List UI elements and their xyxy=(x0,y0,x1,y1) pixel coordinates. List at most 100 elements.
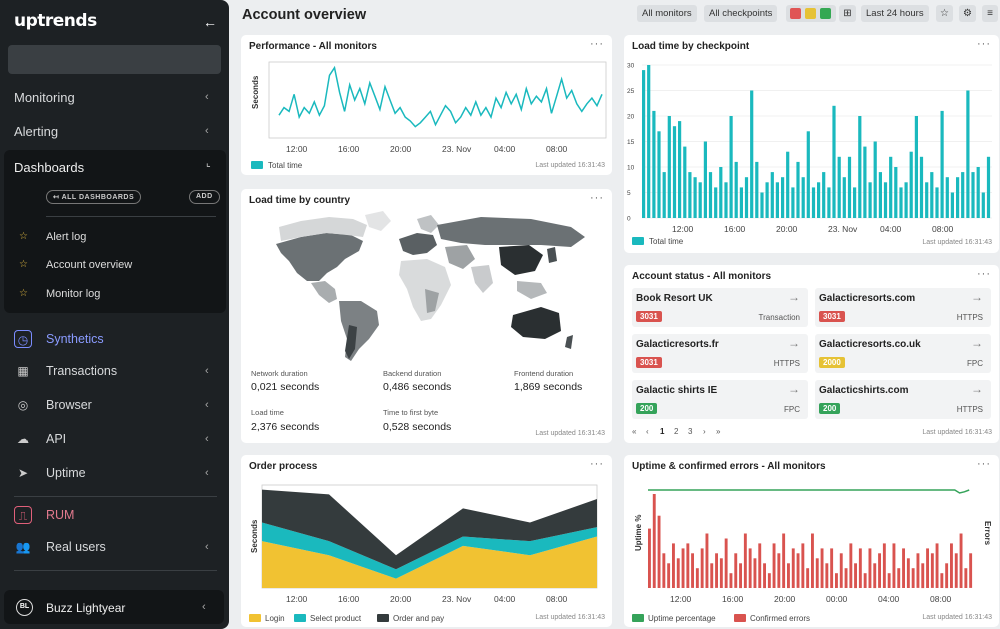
map-region-india[interactable] xyxy=(471,265,493,293)
monitor-tile[interactable]: Galacticresorts.com → 3031 HTTPS xyxy=(815,288,991,327)
more-icon[interactable]: ··· xyxy=(977,268,991,280)
pagination-page[interactable]: 2 xyxy=(674,427,679,436)
map-region-new-zealand[interactable] xyxy=(565,335,573,349)
sidebar-item-monitoring[interactable]: Monitoring xyxy=(14,90,75,105)
monitor-tile[interactable]: Galacticshirts.com → 200 HTTPS xyxy=(815,380,991,419)
map-region-southeast-asia[interactable] xyxy=(517,281,547,299)
sidebar-item-transactions[interactable]: Transactions xyxy=(46,364,118,378)
arrow-right-icon[interactable]: → xyxy=(788,336,800,350)
sidebar-item-alerting[interactable]: Alerting xyxy=(14,124,59,139)
stat-value: 0,021 seconds xyxy=(251,381,320,393)
legend-swatch-select-product[interactable] xyxy=(294,614,306,622)
stat-value: 2,376 seconds xyxy=(251,421,320,433)
map-region-scandinavia[interactable] xyxy=(417,215,439,233)
more-icon[interactable]: ··· xyxy=(977,458,991,470)
all-dashboards-button[interactable]: ↤ ALL DASHBOARDS xyxy=(46,190,142,204)
map-region-mexico[interactable] xyxy=(311,281,337,303)
more-icon[interactable]: ··· xyxy=(590,458,604,470)
pagination-page[interactable]: 3 xyxy=(688,427,693,436)
all-checkpoints-filter[interactable]: All checkpoints xyxy=(704,5,778,22)
pagination-last[interactable]: » xyxy=(716,427,721,436)
sidebar-item-uptime[interactable]: Uptime xyxy=(46,466,86,480)
dashboard-item-monitor-log[interactable]: Monitor log xyxy=(46,288,101,300)
more-icon[interactable]: ··· xyxy=(977,38,991,50)
dashboards-expand-icon[interactable]: ⌞ xyxy=(206,158,211,169)
legend-swatch-total-time[interactable] xyxy=(251,161,263,169)
dashboard-item-alert-log[interactable]: Alert log xyxy=(46,231,87,243)
pagination-page[interactable]: 1 xyxy=(660,427,665,436)
chevron-left-icon[interactable]: ‹ xyxy=(205,541,209,553)
sidebar-item-dashboards[interactable]: Dashboards xyxy=(14,160,85,175)
star-icon[interactable]: ☆ xyxy=(19,231,28,242)
map-region-greenland[interactable] xyxy=(365,211,391,231)
sidebar-item-api[interactable]: API xyxy=(46,432,67,446)
arrow-right-icon[interactable]: → xyxy=(788,382,800,396)
map-region-canada[interactable] xyxy=(279,217,367,241)
map-region-russia[interactable] xyxy=(437,217,585,247)
collapse-sidebar-icon[interactable]: ← xyxy=(203,14,217,30)
sidebar-item-browser[interactable]: Browser xyxy=(46,398,92,412)
map-region-europe[interactable] xyxy=(399,233,437,255)
world-map[interactable] xyxy=(241,189,612,361)
chevron-left-icon[interactable]: ‹ xyxy=(205,399,209,411)
grid-icon[interactable]: ⊞ xyxy=(839,5,856,22)
pagination-first[interactable]: « xyxy=(632,427,637,436)
legend-swatch-login[interactable] xyxy=(249,614,261,622)
sidebar-item-real-users[interactable]: Real users xyxy=(46,540,106,554)
add-dashboard-button[interactable]: ADD xyxy=(189,190,220,204)
chevron-left-icon[interactable]: ‹ xyxy=(205,467,209,479)
gear-icon[interactable]: ⚙ xyxy=(959,5,976,22)
map-region-japan[interactable] xyxy=(547,247,557,263)
chevron-left-icon[interactable]: ‹ xyxy=(205,433,209,445)
map-region-australia[interactable] xyxy=(511,307,561,339)
all-monitors-filter[interactable]: All monitors xyxy=(637,5,697,22)
x-tick-label: 16:00 xyxy=(338,594,360,604)
arrow-right-icon[interactable]: → xyxy=(971,290,983,304)
monitor-tile[interactable]: Book Resort UK → 3031 Transaction xyxy=(632,288,808,327)
map-region-middle-east[interactable] xyxy=(445,245,475,269)
sidebar-section-synthetics[interactable]: Synthetics xyxy=(46,332,104,346)
status-swatch-red[interactable] xyxy=(790,8,801,19)
sidebar-section-rum[interactable]: RUM xyxy=(46,508,75,522)
arrow-right-icon[interactable]: → xyxy=(971,336,983,350)
pagination-prev[interactable]: ‹ xyxy=(646,427,649,436)
arrow-right-icon[interactable]: → xyxy=(788,290,800,304)
monitor-tile[interactable]: Galacticresorts.fr → 3031 HTTPS xyxy=(632,334,808,373)
area-order-and-pay xyxy=(262,489,597,570)
uptrends-logo[interactable]: uptrends xyxy=(14,11,97,31)
legend-swatch-errors[interactable] xyxy=(734,614,746,622)
map-region-usa[interactable] xyxy=(276,233,363,281)
map-region-china[interactable] xyxy=(499,245,543,275)
checkpoint-bar xyxy=(755,161,759,218)
map-region-argentina[interactable] xyxy=(345,325,357,359)
menu-icon[interactable]: ≡ xyxy=(982,5,998,22)
pagination-next[interactable]: › xyxy=(703,427,706,436)
star-icon[interactable]: ☆ xyxy=(19,288,28,299)
monitor-tile[interactable]: Galacticresorts.co.uk → 2000 FPC xyxy=(815,334,991,373)
y-tick-label: 5 xyxy=(627,190,631,197)
arrow-right-icon[interactable]: → xyxy=(971,382,983,396)
sidebar-search-input[interactable] xyxy=(8,45,221,74)
dashboard-item-account-overview[interactable]: Account overview xyxy=(46,259,133,271)
status-swatch-yellow[interactable] xyxy=(805,8,816,19)
more-icon[interactable]: ··· xyxy=(590,192,604,204)
user-menu[interactable]: BL Buzz Lightyear ‹ xyxy=(4,590,224,624)
status-swatch-green[interactable] xyxy=(820,8,831,19)
error-bar xyxy=(959,533,963,588)
chevron-left-icon[interactable]: ‹ xyxy=(202,601,206,613)
chevron-left-icon[interactable]: ‹ xyxy=(205,125,209,137)
monitor-tile[interactable]: Galactic shirts IE → 200 FPC xyxy=(632,380,808,419)
map-region-africa[interactable] xyxy=(399,259,451,321)
map-region-south-america[interactable] xyxy=(339,301,379,361)
legend-swatch-order-and-pay[interactable] xyxy=(377,614,389,622)
star-icon[interactable]: ☆ xyxy=(19,259,28,270)
time-range-filter[interactable]: Last 24 hours xyxy=(861,5,929,22)
chevron-left-icon[interactable]: ‹ xyxy=(205,365,209,377)
legend-swatch-uptime[interactable] xyxy=(632,614,644,622)
more-icon[interactable]: ··· xyxy=(590,38,604,50)
error-bar xyxy=(715,553,718,588)
map-region-southern-africa[interactable] xyxy=(425,289,439,313)
chevron-left-icon[interactable]: ‹ xyxy=(205,91,209,103)
favorite-star-icon[interactable]: ☆ xyxy=(936,5,953,22)
legend-swatch-total-time[interactable] xyxy=(632,237,644,245)
